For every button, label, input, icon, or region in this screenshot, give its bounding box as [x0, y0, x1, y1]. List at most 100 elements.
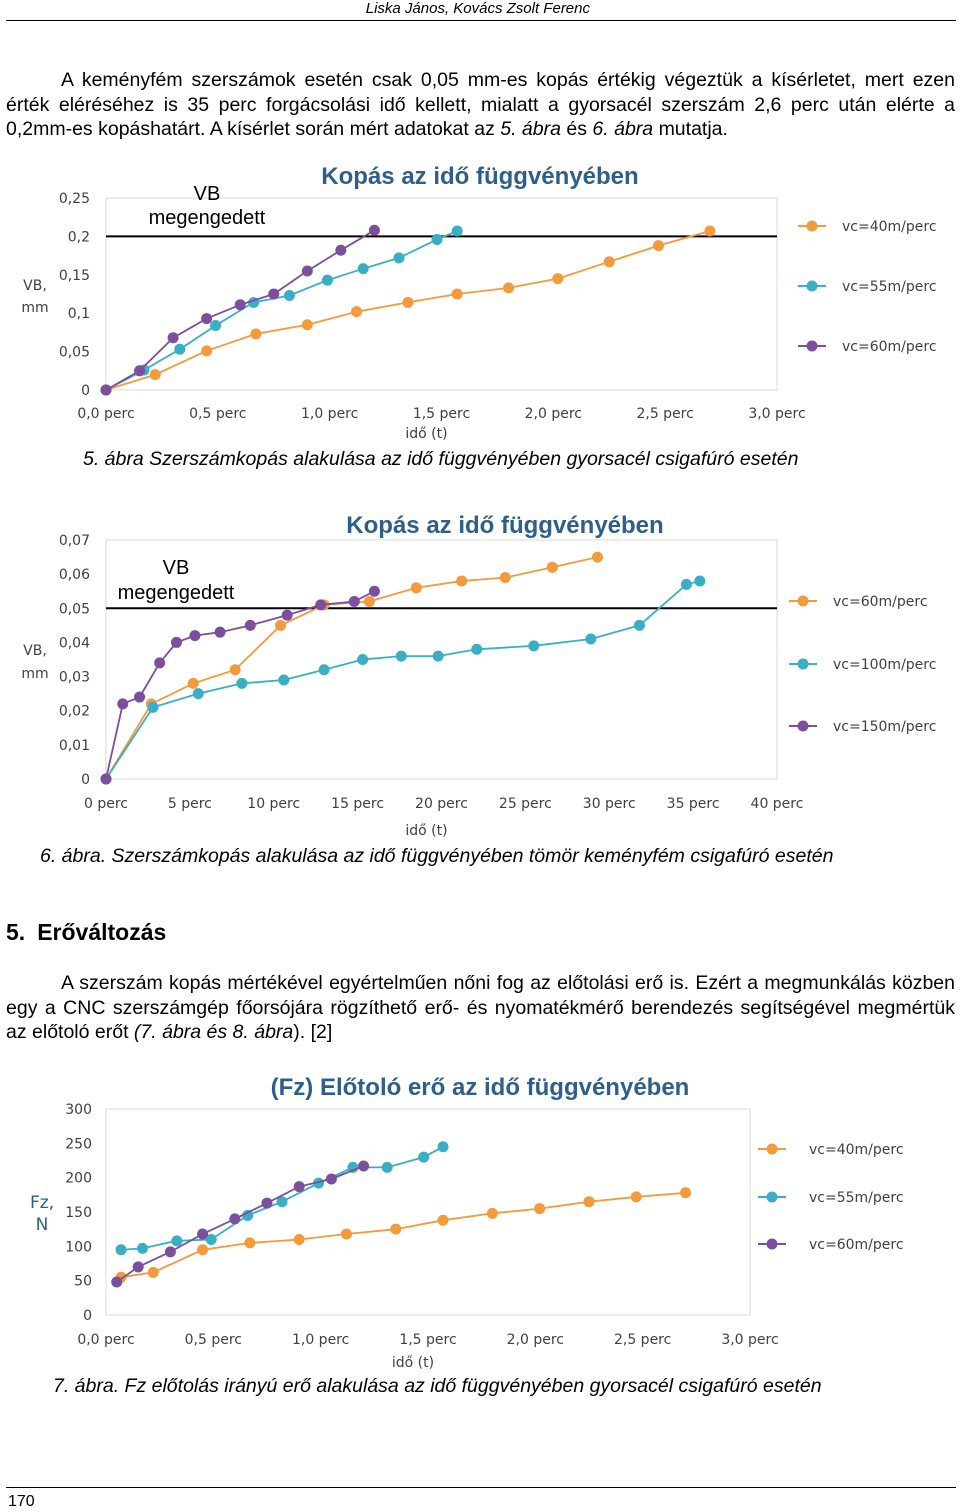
data-point	[318, 664, 330, 676]
x-axis-label: idő (t)	[405, 823, 447, 839]
intro-connector: és	[566, 118, 587, 140]
legend-label: vc=40m/perc	[842, 219, 937, 235]
threshold-label: VB	[163, 557, 190, 579]
data-point	[100, 384, 112, 396]
data-point	[236, 677, 248, 689]
data-point	[210, 319, 222, 331]
data-point	[437, 1141, 449, 1153]
x-tick-label: 40 perc	[751, 796, 804, 812]
x-tick-label: 0 perc	[84, 796, 128, 812]
data-point	[117, 698, 129, 710]
page-number: 170	[8, 1493, 35, 1510]
data-point	[325, 1173, 337, 1185]
data-point	[358, 1160, 370, 1172]
data-point	[340, 1228, 352, 1240]
y-tick-label: 0,03	[59, 670, 90, 686]
data-point	[704, 225, 716, 237]
data-point	[351, 306, 363, 318]
data-point	[546, 561, 558, 573]
x-tick-label: 25 perc	[499, 796, 552, 812]
force-text: A szerszám kopás mértékével egyértelműen…	[6, 972, 955, 1043]
threshold-label-sub: megengedett	[118, 582, 235, 604]
chart-fig5: Kopás az idő függvényében 0 0,05 0,1 0,15 0,2…	[21, 163, 937, 442]
y-axis-label-unit: mm	[21, 300, 48, 316]
data-point	[214, 626, 226, 638]
legend-marker	[806, 340, 818, 352]
x-axis-label: idő (t)	[405, 426, 447, 442]
y-tick-label: 0,04	[59, 635, 90, 651]
y-tick-label: 0	[81, 772, 90, 788]
data-point	[276, 1196, 288, 1208]
y-tick-label: 0,25	[59, 191, 90, 207]
y-tick-label: 0,2	[68, 229, 90, 245]
data-point	[381, 1161, 393, 1173]
legend-marker	[797, 720, 809, 732]
legend-label: vc=60m/perc	[833, 594, 928, 610]
data-point	[170, 636, 182, 648]
x-axis-label: idő (t)	[392, 1355, 434, 1371]
data-point	[315, 599, 327, 611]
data-point	[418, 1151, 430, 1163]
x-tick-label: 2,5 perc	[614, 1332, 671, 1348]
threshold-label: VB	[194, 183, 221, 205]
force-end: ). [2]	[293, 1021, 333, 1043]
data-point	[528, 640, 540, 652]
x-tick-label: 0,5 perc	[189, 406, 246, 422]
x-tick-label: 2,0 perc	[507, 1332, 564, 1348]
intro-text: A keményfém szerszámok esetén csak 0,05 …	[6, 69, 955, 140]
x-tick-label: 35 perc	[667, 796, 720, 812]
data-point	[363, 595, 375, 607]
data-point	[534, 1203, 546, 1215]
x-tick-label: 30 perc	[583, 796, 636, 812]
data-point	[250, 328, 262, 340]
x-tick-label: 2,0 perc	[525, 406, 582, 422]
data-point	[451, 225, 463, 237]
x-tick-label: 10 perc	[247, 796, 300, 812]
x-tick-label: 0,0 perc	[77, 1332, 134, 1348]
series-line-3	[116, 1165, 364, 1283]
x-tick-label: 15 perc	[331, 796, 384, 812]
data-point	[585, 633, 597, 645]
chart-title: (Fz) Előtoló erő az idő függvényében	[271, 1074, 690, 1101]
data-point	[432, 650, 444, 662]
data-point	[486, 1207, 498, 1219]
x-tick-label: 0,5 perc	[185, 1332, 242, 1348]
data-point	[281, 609, 293, 621]
data-point	[242, 1209, 254, 1221]
data-point	[197, 1228, 209, 1240]
y-tick-label: 0,02	[59, 704, 90, 720]
chart-title: Kopás az idő függvényében	[321, 163, 638, 190]
plot-area	[105, 197, 778, 391]
legend-label: vc=55m/perc	[842, 279, 937, 295]
series-line-1	[105, 230, 711, 391]
y-tick-label: 50	[74, 1274, 92, 1290]
data-point	[313, 1177, 325, 1189]
y-tick-label: 0,05	[59, 345, 90, 361]
data-point	[132, 1261, 144, 1273]
section-title-text: Erőváltozás	[37, 919, 167, 945]
y-tick-label: 200	[65, 1171, 92, 1187]
legend-marker	[766, 1191, 778, 1203]
legend-label: vc=55m/perc	[809, 1190, 904, 1206]
data-point	[592, 551, 604, 563]
data-point	[357, 263, 369, 275]
y-axis-label: VB,	[23, 643, 47, 659]
data-point	[348, 595, 360, 607]
data-point	[174, 343, 186, 355]
data-point	[680, 1187, 692, 1199]
data-point	[244, 1237, 256, 1249]
legend-marker	[797, 658, 809, 670]
force-paragraph: A szerszám kopás mértékével egyértelműen…	[6, 971, 955, 1045]
x-tick-label: 3,0 perc	[748, 406, 805, 422]
data-point	[187, 677, 199, 689]
data-point	[167, 332, 179, 344]
legend-label: vc=40m/perc	[809, 1142, 904, 1158]
plot-area	[105, 539, 778, 780]
caption-fig6: 6. ábra. Szerszámkopás alakulása az idő …	[40, 845, 834, 867]
data-point	[431, 233, 443, 245]
data-point	[201, 313, 213, 325]
section-heading: 5. Erőváltozás	[6, 919, 166, 946]
legend-marker	[806, 280, 818, 292]
series-line-1	[105, 556, 598, 780]
x-tick-label: 0,0 perc	[77, 406, 134, 422]
